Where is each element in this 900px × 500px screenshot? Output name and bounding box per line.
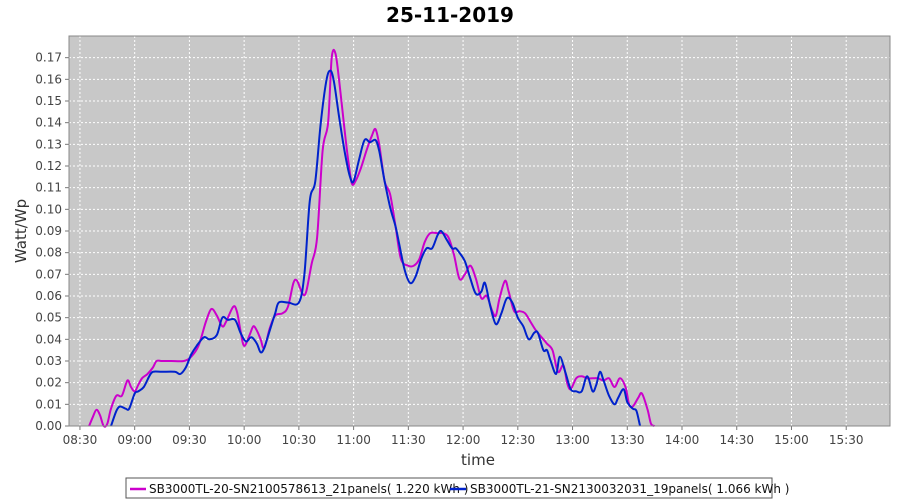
x-tick-label: 10:30 bbox=[282, 433, 317, 447]
x-tick-label: 09:00 bbox=[117, 433, 152, 447]
y-axis-label: Watt/Wp bbox=[12, 199, 30, 263]
x-axis: 08:30 09:00 09:30 10:00 10:30 11:00 11:30 12:00… bbox=[63, 426, 864, 447]
x-tick-label: 15:00 bbox=[774, 433, 809, 447]
y-tick-label: 0.15 bbox=[35, 94, 62, 108]
series-line-2 bbox=[110, 69, 642, 427]
y-tick-label: 0.02 bbox=[35, 376, 62, 390]
y-tick-label: 0.16 bbox=[35, 72, 62, 86]
y-tick-label: 0.07 bbox=[35, 267, 62, 281]
x-axis-label: time bbox=[461, 451, 495, 469]
x-tick-label: 10:00 bbox=[227, 433, 262, 447]
plot-border bbox=[68, 35, 891, 427]
y-tick-label: 0.12 bbox=[35, 159, 62, 173]
x-tick-label: 09:30 bbox=[172, 433, 207, 447]
y-tick-label: 0.03 bbox=[35, 354, 62, 368]
legend-box bbox=[125, 477, 773, 499]
y-axis: 0.00 0.01 0.02 0.03 0.04 0.05 0.06 0.07 0.08 0.09… bbox=[35, 51, 69, 433]
legend-entry-series-1: SB3000TL-20-SN2100578613_21panels( 1.220… bbox=[149, 482, 468, 496]
y-tick-label: 0.11 bbox=[35, 181, 62, 195]
chart-title: 25-11-2019 bbox=[386, 3, 514, 27]
y-tick-label: 0.04 bbox=[35, 332, 62, 346]
y-tick-label: 0.10 bbox=[35, 202, 62, 216]
y-tick-label: 0.08 bbox=[35, 246, 62, 260]
legend: SB3000TL-20-SN2100578613_21panels( 1.220… bbox=[125, 477, 789, 499]
y-tick-label: 0.05 bbox=[35, 311, 62, 325]
y-tick-label: 0.13 bbox=[35, 137, 62, 151]
x-tick-label: 11:00 bbox=[336, 433, 371, 447]
y-tick-label: 0.06 bbox=[35, 289, 62, 303]
y-tick-label: 0.17 bbox=[35, 51, 62, 65]
y-tick-label: 0.01 bbox=[35, 397, 62, 411]
x-tick-label: 13:30 bbox=[610, 433, 645, 447]
x-tick-label: 11:30 bbox=[391, 433, 426, 447]
grid-lines bbox=[69, 36, 890, 426]
y-tick-label: 0.00 bbox=[35, 419, 62, 433]
x-tick-label: 14:00 bbox=[665, 433, 700, 447]
x-tick-label: 08:30 bbox=[63, 433, 98, 447]
x-tick-label: 15:30 bbox=[829, 433, 864, 447]
series-layer bbox=[88, 48, 656, 428]
y-tick-label: 0.14 bbox=[35, 116, 62, 130]
x-tick-label: 12:30 bbox=[501, 433, 536, 447]
legend-entry-series-2: SB3000TL-21-SN2130032031_19panels( 1.066… bbox=[470, 482, 789, 496]
y-tick-label: 0.09 bbox=[35, 224, 62, 238]
x-tick-label: 13:00 bbox=[555, 433, 590, 447]
x-tick-label: 12:00 bbox=[446, 433, 481, 447]
x-tick-label: 14:30 bbox=[719, 433, 754, 447]
